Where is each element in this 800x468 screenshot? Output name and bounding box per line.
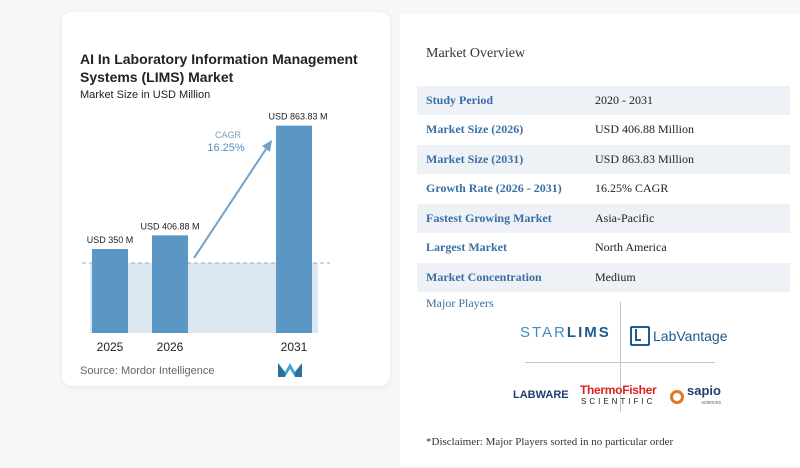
row-label: Market Size (2026) [426, 122, 524, 137]
tick-label-2026: 2026 [157, 340, 184, 354]
table-row: Growth Rate (2026 - 2031) 16.25% CAGR [417, 175, 790, 204]
row-label: Fastest Growing Market [426, 210, 552, 225]
sapio-logo-icon [670, 390, 684, 404]
data-label-2025: USD 350 M [87, 235, 134, 245]
row-label: Growth Rate (2026 - 2031) [426, 181, 562, 196]
row-label: Market Size (2031) [426, 151, 524, 166]
starlims-logo-text-bold: LIMS [566, 324, 611, 341]
row-value: 2020 - 2031 [595, 92, 653, 107]
data-label-2031: USD 863.83 M [268, 112, 327, 122]
bar-chart: USD 350 M USD 406.88 M USD 863.83 M 2025 20… [82, 112, 330, 354]
thermofisher-logo: ThermoFisher SCIENTIFIC [580, 383, 657, 406]
mordor-logo-icon [278, 363, 302, 377]
divider [620, 302, 621, 362]
bar-2026 [152, 235, 188, 333]
table-row: Market Concentration Medium [417, 263, 790, 293]
major-players-title: Major Players [426, 296, 494, 310]
sapio-logo: sapio sciences [670, 383, 721, 409]
table-row: Market Size (2026) USD 406.88 Million [417, 116, 790, 145]
row-value: 16.25% CAGR [595, 181, 669, 196]
row-value: USD 406.88 Million [595, 122, 695, 137]
row-value: North America [595, 240, 667, 255]
cagr-value: 16.25% [207, 142, 245, 154]
tick-label-2025: 2025 [97, 340, 124, 354]
starlims-logo: STARLIMS [520, 324, 611, 341]
labvantage-logo-icon [630, 326, 650, 346]
bar-2025 [92, 249, 128, 333]
row-value: Medium [595, 269, 636, 284]
labvantage-logo: LabVantage [630, 326, 727, 346]
table-row: Fastest Growing Market Asia-Pacific [417, 204, 790, 234]
table-row: Study Period 2020 - 2031 [417, 86, 790, 116]
bar-2031 [276, 125, 312, 333]
divider [620, 362, 621, 412]
table-row: Market Size (2031) USD 863.83 Million [417, 145, 790, 175]
labware-logo: LABWARE [513, 389, 569, 401]
sapio-logo-text: sapio [687, 383, 721, 398]
disclaimer: *Disclaimer: Major Players sorted in no … [426, 436, 674, 448]
row-value: Asia-Pacific [595, 210, 655, 225]
labvantage-logo-text: LabVantage [653, 328, 728, 344]
thermofisher-logo-subtext: SCIENTIFIC [580, 397, 656, 406]
overview-table: Study Period 2020 - 2031 Market Size (20… [417, 86, 790, 293]
row-label: Largest Market [426, 240, 507, 255]
source-note: Source: Mordor Intelligence [80, 365, 215, 377]
thermofisher-logo-text: ThermoFisher [580, 383, 657, 397]
chart-title: AI In Laboratory Information Management … [80, 51, 358, 85]
row-label: Study Period [426, 92, 494, 107]
row-label: Market Concentration [426, 269, 542, 284]
sapio-logo-subtext: sciences [701, 400, 721, 406]
overview-title: Market Overview [426, 46, 526, 61]
tick-label-2031: 2031 [281, 340, 308, 354]
table-row: Largest Market North America [417, 234, 790, 263]
data-label-2026: USD 406.88 M [140, 221, 199, 231]
cagr-label: CAGR [215, 130, 242, 140]
cagr-arrow [193, 145, 269, 259]
row-value: USD 863.83 Million [595, 151, 695, 166]
chart-subtitle: Market Size in USD Million [80, 89, 211, 101]
cagr-arrowhead [262, 140, 272, 152]
starlims-logo-text: STAR [520, 324, 567, 341]
